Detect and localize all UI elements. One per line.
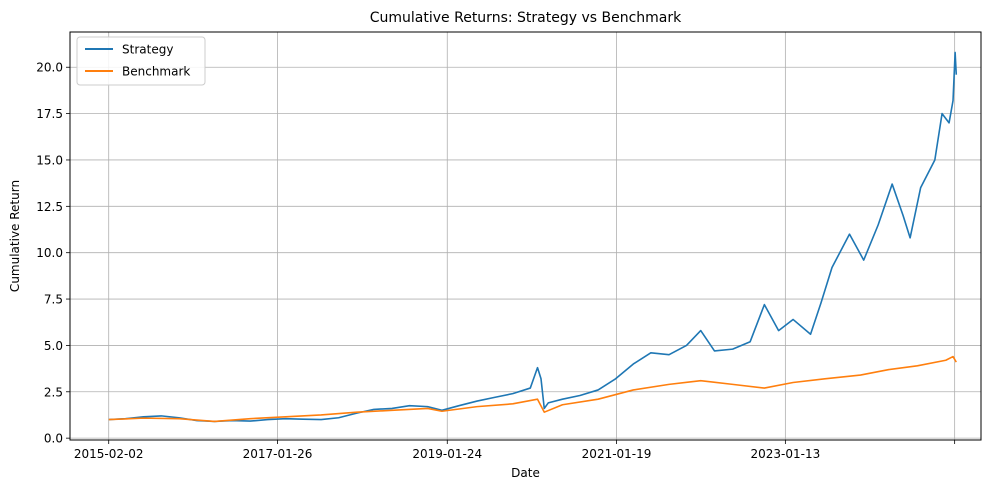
x-tick-label: 2023-01-13 [750, 447, 820, 461]
x-tick-label: 2017-01-26 [243, 447, 313, 461]
y-tick-label: 10.0 [36, 246, 63, 260]
legend-label-benchmark: Benchmark [122, 65, 190, 79]
x-tick-label: 2019-01-24 [412, 447, 482, 461]
y-axis-label: Cumulative Return [8, 180, 22, 292]
y-tick-label: 5.0 [44, 339, 63, 353]
y-ticks: 0.0 2.5 5.0 7.5 10.0 12.5 15.0 17.5 20.0 [36, 61, 70, 446]
y-tick-label: 15.0 [36, 153, 63, 167]
chart-title: Cumulative Returns: Strategy vs Benchmar… [370, 10, 682, 26]
legend: Strategy Benchmark [76, 36, 206, 86]
y-tick-label: 20.0 [36, 61, 63, 75]
legend-label-strategy: Strategy [122, 43, 173, 57]
series-line-strategy [108, 51, 958, 423]
series-lines [108, 51, 958, 423]
y-tick-label: 0.0 [44, 432, 63, 446]
grid [70, 32, 981, 440]
x-axis-label: Date [511, 466, 540, 480]
y-tick-label: 2.5 [44, 385, 63, 399]
y-tick-label: 7.5 [44, 293, 63, 307]
x-tick-label: 2021-01-19 [582, 447, 652, 461]
plot-frame [69, 31, 982, 441]
y-tick-label: 12.5 [36, 200, 63, 214]
series-line-benchmark [108, 355, 957, 423]
x-tick-label: 2015-02-02 [74, 447, 144, 461]
x-ticks: 2015-02-02 2017-01-26 2019-01-24 2021-01-19… [74, 440, 956, 461]
y-tick-label: 17.5 [36, 107, 63, 121]
